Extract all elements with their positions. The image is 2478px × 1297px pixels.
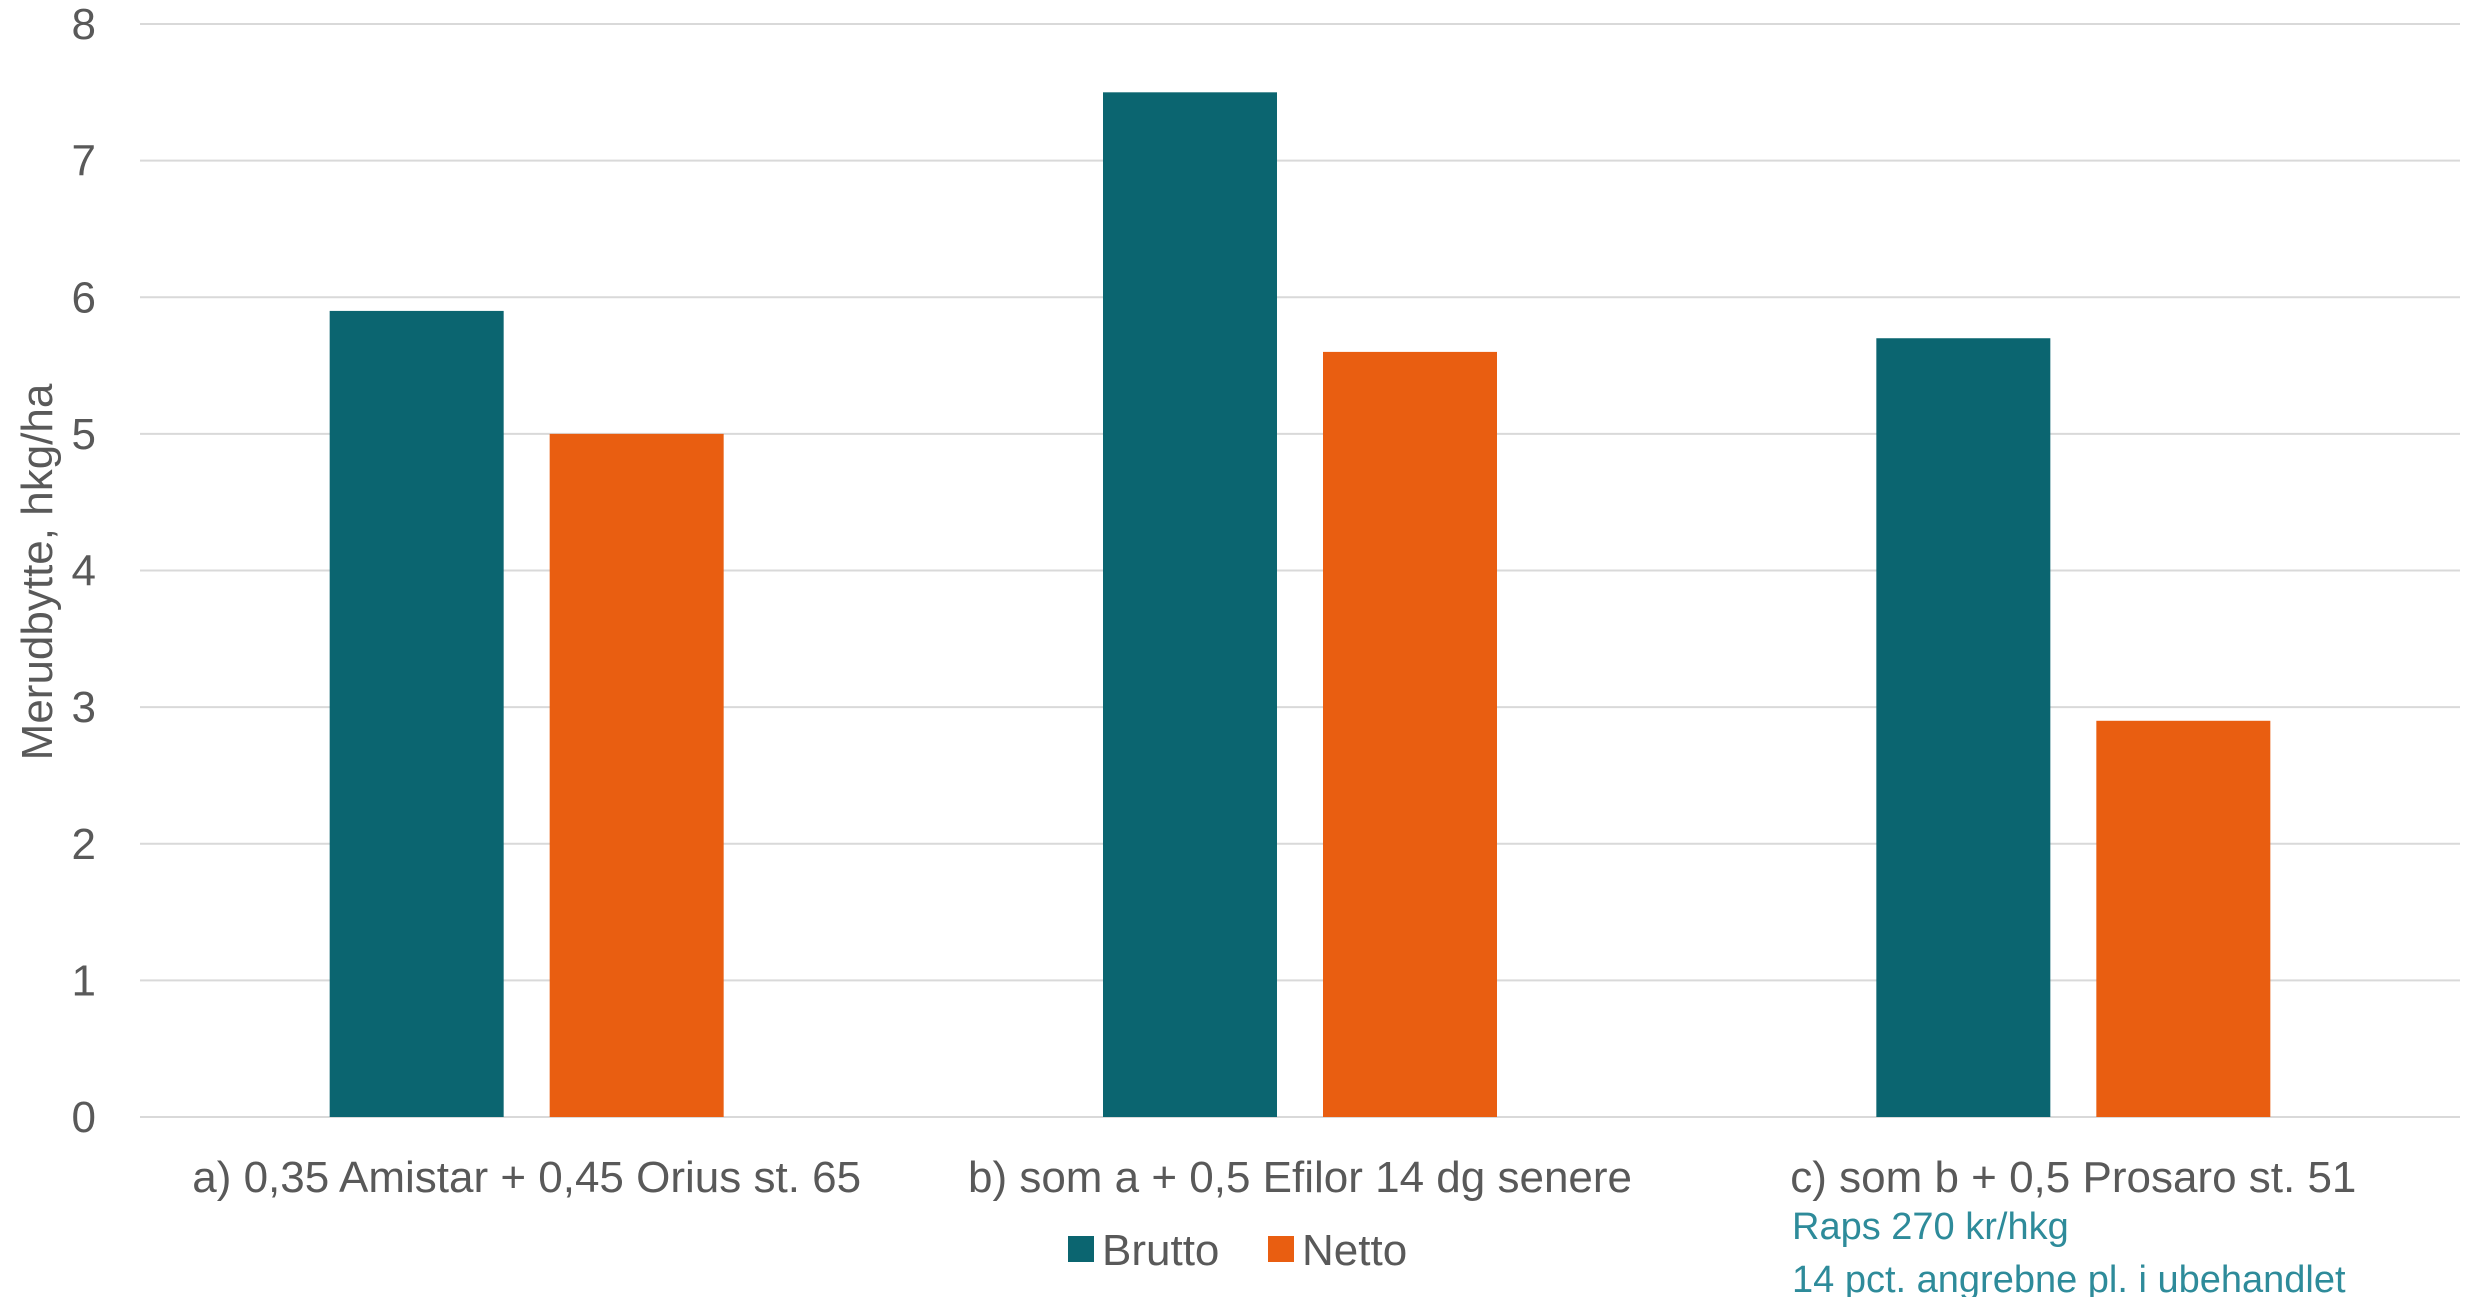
bar-netto-3 bbox=[2096, 720, 2271, 1117]
annotation-text: Raps 270 kr/hkg bbox=[1792, 1206, 2069, 1248]
bars bbox=[329, 92, 2271, 1118]
y-tick-label: 6 bbox=[72, 273, 96, 322]
bar-brutto-2 bbox=[1103, 92, 1277, 1117]
y-tick-label: 0 bbox=[72, 1093, 96, 1142]
y-tick-label: 5 bbox=[72, 410, 96, 459]
y-tick-label: 1 bbox=[72, 956, 96, 1005]
y-tick-label: 4 bbox=[72, 547, 96, 596]
x-category-label: c) som b + 0,5 Prosaro st. 51 bbox=[1790, 1153, 2356, 1202]
gridlines bbox=[140, 23, 2460, 1118]
legend-label-brutto: Brutto bbox=[1102, 1226, 1219, 1275]
bar-brutto-3 bbox=[1876, 338, 2051, 1117]
bar-netto-2 bbox=[1323, 351, 1497, 1117]
y-tick-label: 7 bbox=[72, 137, 96, 186]
legend-swatch-brutto bbox=[1068, 1236, 1094, 1262]
legend-label-netto: Netto bbox=[1302, 1226, 1407, 1275]
bar-brutto-1 bbox=[329, 310, 504, 1118]
y-axis-label: Merudbytte, hkg/ha bbox=[13, 383, 62, 760]
legend: Brutto Netto bbox=[1068, 1226, 1407, 1275]
y-tick-label: 2 bbox=[72, 820, 96, 869]
y-tick-label: 8 bbox=[72, 0, 96, 49]
annotation-text: 14 pct. angrebne pl. i ubehandlet bbox=[1792, 1259, 2346, 1297]
bar-netto-1 bbox=[549, 433, 724, 1117]
annotations: Raps 270 kr/hkg 14 pct. angrebne pl. i ub… bbox=[1792, 1206, 2346, 1297]
x-axis-categories: a) 0,35 Amistar + 0,45 Orius st. 65 b) so… bbox=[192, 1153, 2356, 1202]
x-category-label: b) som a + 0,5 Efilor 14 dg senere bbox=[968, 1153, 1632, 1202]
x-category-label: a) 0,35 Amistar + 0,45 Orius st. 65 bbox=[192, 1153, 861, 1202]
y-axis-ticks: 0 1 2 3 4 5 6 7 8 bbox=[72, 0, 96, 1142]
legend-swatch-netto bbox=[1268, 1236, 1294, 1262]
y-tick-label: 3 bbox=[72, 683, 96, 732]
